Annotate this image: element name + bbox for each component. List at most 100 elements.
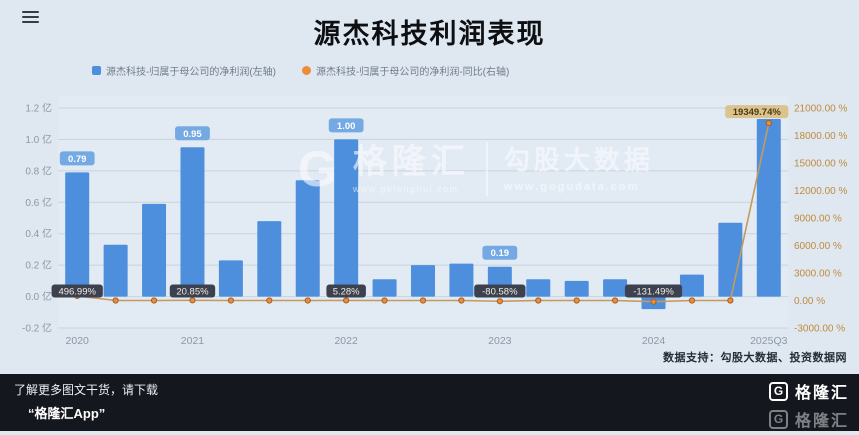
legend-item-net-profit[interactable]: 源杰科技-归属于母公司的净利润(左轴) bbox=[92, 63, 276, 78]
bar-value-label: 0.79 bbox=[68, 154, 87, 165]
bar-value-label: 1.00 bbox=[337, 121, 356, 132]
bar-value-label: 0.19 bbox=[491, 248, 510, 259]
yoy-badge bbox=[624, 284, 683, 298]
profit-chart: 1.2 亿 1.0 亿 0.8 亿 0.6 亿 0.4 亿 0.2 亿 0.0 亿 -0.2 … bbox=[22, 96, 847, 347]
x-axis-tick: 2024 bbox=[642, 335, 666, 347]
yoy-point bbox=[112, 297, 119, 304]
profit-bar bbox=[603, 279, 628, 297]
yoy-badge bbox=[474, 284, 526, 298]
gelonghui-logo: G 格隆汇 bbox=[768, 379, 849, 403]
yoy-point bbox=[381, 297, 388, 304]
yoy-point bbox=[612, 297, 619, 304]
left-axis-tick: 1.2 亿 bbox=[25, 102, 52, 115]
yoy-point bbox=[266, 297, 273, 304]
yoy-point bbox=[150, 297, 158, 304]
right-axis-tick: 3000.00 % bbox=[794, 269, 842, 280]
x-axis-tick: 2022 bbox=[334, 335, 358, 347]
yoy-point bbox=[727, 297, 734, 304]
gelonghui-g-icon: G bbox=[768, 409, 788, 429]
left-axis-tick: 1.0 亿 bbox=[25, 133, 52, 146]
legend-label-yoy: 源杰科技-归属于母公司的净利润-同比(右轴) bbox=[316, 67, 510, 78]
left-axis-tick: 0.2 亿 bbox=[25, 259, 52, 272]
gelonghui-logo-secondary: G 格隆汇 bbox=[768, 407, 849, 431]
yoy-point bbox=[419, 297, 427, 304]
yoy-point bbox=[765, 120, 772, 127]
yoy-badge bbox=[725, 105, 789, 119]
chart-legend: 源杰科技-归属于母公司的净利润(左轴) 源杰科技-归属于母公司的净利润-同比(右… bbox=[92, 63, 509, 78]
yoy-point bbox=[573, 297, 580, 304]
yoy-label: 496.99% bbox=[58, 286, 96, 297]
right-axis-tick: -3000.00 % bbox=[794, 324, 845, 335]
profit-bar bbox=[180, 147, 205, 297]
yoy-point bbox=[535, 297, 542, 304]
profit-bar bbox=[564, 280, 589, 297]
yoy-point bbox=[227, 297, 234, 304]
yoy-point bbox=[304, 297, 311, 304]
yoy-label: 5.28% bbox=[333, 286, 360, 297]
profit-bar bbox=[218, 260, 243, 297]
profit-bar bbox=[679, 274, 704, 297]
bar-value-badge bbox=[328, 118, 364, 133]
profit-bar bbox=[411, 265, 435, 297]
right-axis-tick: 15000.00 % bbox=[794, 159, 847, 170]
profit-bar bbox=[526, 279, 551, 297]
left-axis-tick: 0.0 亿 bbox=[25, 290, 52, 303]
left-axis-tick: -0.2 亿 bbox=[22, 322, 52, 335]
x-axis-tick: 2021 bbox=[181, 335, 205, 347]
profit-bar bbox=[334, 139, 359, 297]
bar-value-badge bbox=[59, 151, 95, 166]
legend-item-yoy[interactable]: 源杰科技-归属于母公司的净利润-同比(右轴) bbox=[302, 63, 509, 78]
legend-label-net-profit: 源杰科技-归属于母公司的净利润(左轴) bbox=[106, 67, 276, 78]
x-axis-tick: 2025Q3 bbox=[750, 335, 788, 347]
profit-bar bbox=[103, 244, 128, 297]
yoy-label: -80.58% bbox=[482, 286, 518, 297]
profit-bar bbox=[295, 180, 320, 297]
profit-bar bbox=[718, 222, 743, 297]
footer-logos: G 格隆汇 G 格隆汇 bbox=[768, 379, 849, 435]
right-axis-tick: 18000.00 % bbox=[794, 131, 847, 142]
yoy-label: 19349.74% bbox=[733, 107, 782, 118]
yoy-badge bbox=[169, 284, 216, 298]
menu-bar bbox=[22, 16, 39, 18]
left-axis-tick: 0.4 亿 bbox=[25, 227, 52, 240]
bar-series-swatch-icon bbox=[92, 66, 101, 75]
right-axis-tick: 21000.00 % bbox=[794, 104, 847, 115]
profit-bar bbox=[756, 119, 781, 297]
yoy-badge bbox=[326, 284, 366, 298]
menu-icon[interactable] bbox=[22, 11, 39, 26]
yoy-point bbox=[343, 297, 350, 304]
chart-title: 源杰科技利润表现 bbox=[313, 19, 546, 49]
footer-promo-text: 了解更多图文干货，请下载 bbox=[14, 383, 159, 397]
gelonghui-logo-text: 格隆汇 bbox=[794, 413, 849, 430]
line-series-swatch-icon bbox=[302, 66, 311, 75]
yoy-label: 20.85% bbox=[176, 286, 209, 297]
right-axis-tick: 0.00 % bbox=[794, 296, 825, 307]
yoy-point bbox=[688, 297, 696, 304]
profit-bar bbox=[449, 263, 474, 297]
yoy-label: -131.49% bbox=[633, 286, 674, 297]
x-axis-tick: 2020 bbox=[66, 335, 90, 347]
profit-bar bbox=[65, 172, 90, 297]
yoy-point bbox=[496, 298, 503, 305]
footer-app-name: “格隆汇App” bbox=[28, 406, 106, 421]
right-axis-tick: 12000.00 % bbox=[794, 186, 847, 197]
yoy-badge bbox=[51, 284, 103, 298]
x-axis-tick: 2023 bbox=[488, 335, 512, 347]
bar-value-badge bbox=[482, 245, 518, 260]
left-axis-tick: 0.8 亿 bbox=[25, 164, 52, 177]
yoy-point bbox=[189, 297, 196, 304]
profit-bar bbox=[142, 203, 167, 297]
left-axis-tick: 0.6 亿 bbox=[25, 196, 52, 209]
menu-bar bbox=[22, 11, 39, 13]
right-axis-tick: 9000.00 % bbox=[794, 214, 842, 225]
gelonghui-g-icon: G bbox=[768, 381, 788, 401]
footer-promo: 了解更多图文干货，请下载 “格隆汇App” bbox=[14, 381, 158, 422]
bar-value-label: 0.95 bbox=[183, 129, 202, 140]
gelonghui-logo-text: 格隆汇 bbox=[794, 385, 849, 402]
yoy-point bbox=[650, 298, 657, 305]
bar-value-badge bbox=[175, 126, 210, 141]
profit-bar bbox=[257, 221, 282, 297]
menu-bar bbox=[22, 21, 39, 23]
yoy-point bbox=[458, 297, 465, 304]
